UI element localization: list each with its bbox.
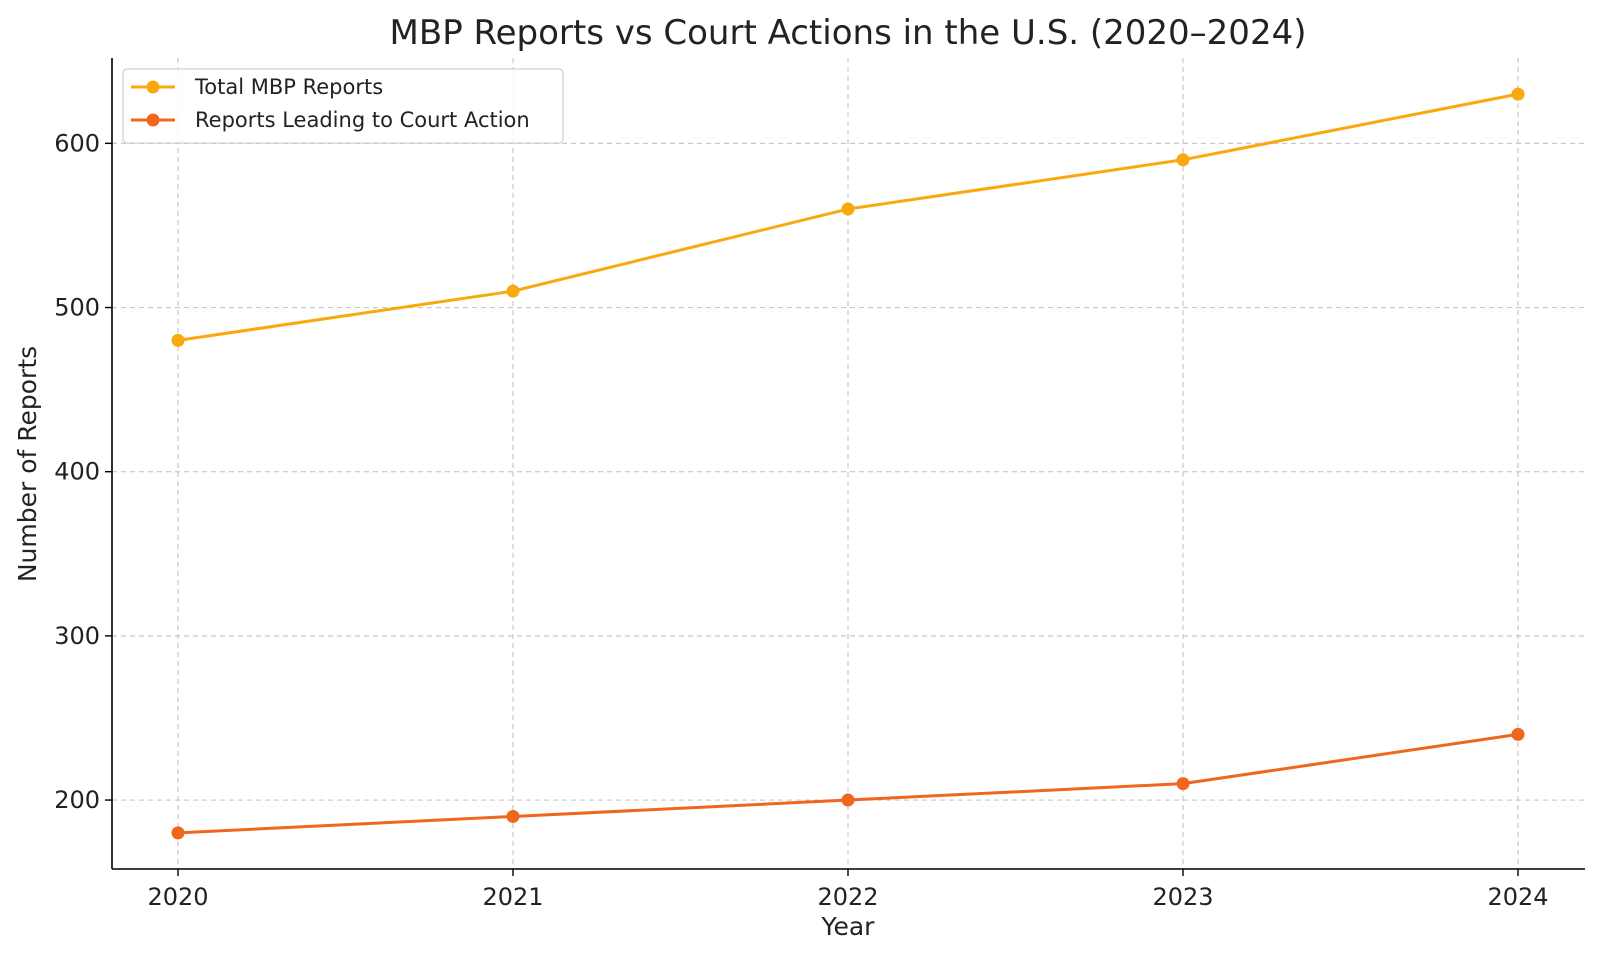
legend-box xyxy=(122,68,564,144)
x-tick-label: 2024 xyxy=(1487,883,1548,911)
chart-title: MBP Reports vs Court Actions in the U.S.… xyxy=(390,13,1307,53)
series-2-point xyxy=(171,826,185,840)
x-tick-label: 2023 xyxy=(1152,883,1213,911)
series-1-point xyxy=(841,202,855,216)
series-1-point xyxy=(506,284,520,298)
series-2-point xyxy=(1511,727,1525,741)
series-2-point xyxy=(506,809,520,823)
y-tick-label: 400 xyxy=(54,458,100,486)
y-tick-label: 500 xyxy=(54,294,100,322)
series-1-point xyxy=(1511,87,1525,101)
x-tick-label: 2021 xyxy=(482,883,543,911)
axis-ticks: 2020 2021 2022 2023 2024 200 300 400 500 600 xyxy=(54,129,1548,911)
y-tick-label: 600 xyxy=(54,129,100,157)
series-2-point xyxy=(1176,777,1190,791)
y-tick-label: 200 xyxy=(54,786,100,814)
series-lines xyxy=(171,87,1525,840)
legend: Total MBP Reports Reports Leading to Cour… xyxy=(122,68,564,144)
grid-lines xyxy=(112,58,1585,869)
legend-label-1: Total MBP Reports xyxy=(194,75,383,99)
series-1-point xyxy=(171,333,185,347)
legend-marker-2 xyxy=(146,113,160,127)
series-1-point xyxy=(1176,153,1190,167)
x-tick-label: 2020 xyxy=(147,883,208,911)
y-axis-label: Number of Reports xyxy=(13,346,42,582)
series-2-point xyxy=(841,793,855,807)
x-axis-label: Year xyxy=(821,912,876,941)
y-tick-label: 300 xyxy=(54,622,100,650)
legend-label-2: Reports Leading to Court Action xyxy=(195,108,530,132)
x-tick-label: 2022 xyxy=(817,883,878,911)
legend-marker-1 xyxy=(146,80,160,94)
